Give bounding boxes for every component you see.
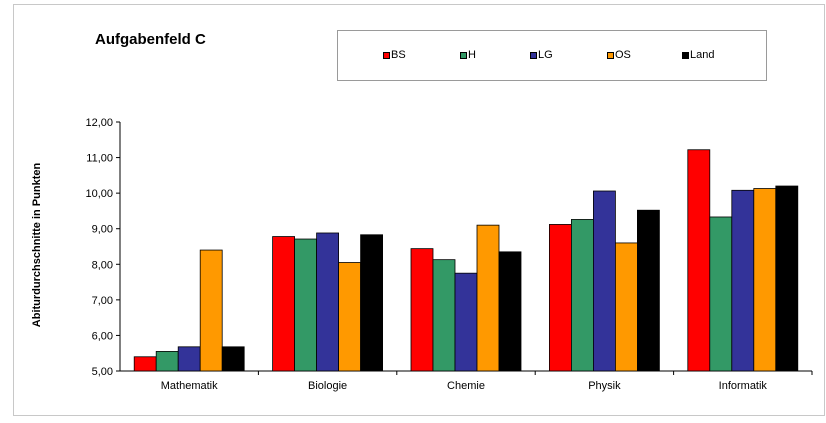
y-tick-label: 5,00 [92,366,113,378]
bar-land-biologie [360,234,384,372]
legend-label-land: Land [690,49,715,61]
legend-item-bs: BS [383,49,406,61]
bar-h-biologie [294,238,318,372]
legend-label-bs: BS [391,49,406,61]
legend-item-land: Land [682,49,714,61]
bar-os-mathematik [199,249,223,372]
bar-bs-mathematik [133,356,157,372]
y-tick-label: 10,00 [85,188,113,200]
x-tick-label: Biologie [308,380,347,392]
bar-land-chemie [498,251,522,372]
x-tick-label: Physik [588,380,621,392]
bar-os-chemie [476,224,500,372]
x-tick-label: Informatik [719,380,768,392]
bar-h-chemie [432,259,456,372]
legend-label-lg: LG [538,49,553,61]
bar-land-physik [637,209,660,372]
legend-swatch-h [460,51,467,59]
bar-lg-mathematik [177,346,201,372]
y-tick-label: 8,00 [92,259,113,271]
y-tick-label: 12,00 [85,117,113,129]
legend-label-os: OS [615,49,631,61]
bar-lg-physik [593,190,616,372]
bar-os-physik [615,242,638,372]
legend-item-lg: LG [530,49,553,61]
bar-lg-informatik [731,189,755,372]
bar-lg-biologie [316,232,340,372]
bar-h-informatik [709,216,733,372]
bar-bs-chemie [410,248,434,372]
bar-bs-physik [549,224,572,372]
chart-title: Aufgabenfeld C [95,31,206,48]
bar-bs-informatik [687,149,711,372]
bar-land-mathematik [221,346,245,372]
x-tick-label: Chemie [447,380,485,392]
bar-lg-chemie [454,272,478,372]
legend-label-h: H [468,49,476,61]
legend: BS H LG OS Land [337,30,767,81]
bar-land-informatik [775,185,799,372]
y-tick-label: 6,00 [92,330,113,342]
y-tick-label: 7,00 [92,295,113,307]
bar-os-informatik [753,188,777,372]
legend-swatch-os [607,51,614,59]
bar-os-biologie [338,262,362,372]
y-tick-label: 9,00 [92,224,113,236]
y-tick-label: 11,00 [86,153,113,165]
bar-h-mathematik [155,351,179,372]
legend-swatch-bs [383,51,390,59]
legend-swatch-land [682,51,689,59]
legend-item-h: H [460,49,476,61]
x-tick-label: Mathematik [161,380,218,392]
legend-swatch-lg [530,51,537,59]
bar-bs-biologie [272,236,296,372]
bar-h-physik [571,219,594,372]
legend-item-os: OS [607,49,631,61]
